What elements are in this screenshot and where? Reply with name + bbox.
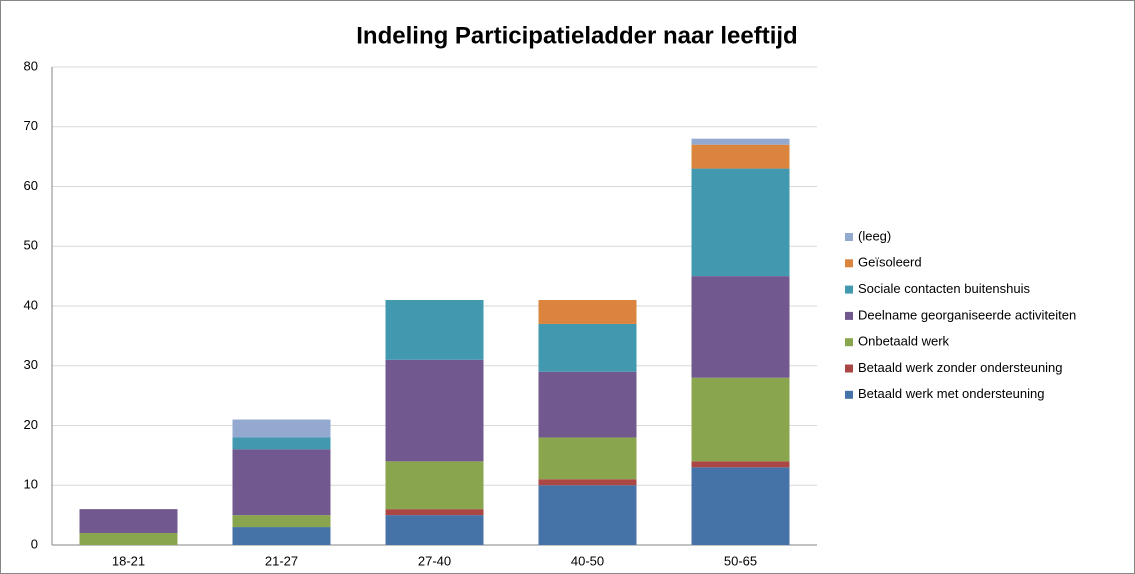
legend-swatch — [845, 285, 853, 294]
legend-swatch — [845, 233, 853, 241]
bar-segment — [538, 437, 637, 480]
bar-segment — [691, 467, 790, 545]
legend-swatch — [845, 338, 853, 347]
y-tick-label: 60 — [24, 178, 38, 193]
x-tick-label: 50-65 — [724, 553, 757, 568]
legend-swatch — [845, 311, 853, 320]
bar-segment — [538, 323, 637, 372]
y-tick-label: 80 — [24, 58, 38, 73]
x-tick-label: 27-40 — [418, 553, 451, 568]
legend-label: Geïsoleerd — [858, 255, 922, 270]
x-tick-label: 18-21 — [112, 553, 145, 568]
bar-segment — [232, 437, 331, 450]
bar-segment — [538, 479, 637, 486]
legend-label: Betaald werk met ondersteuning — [858, 386, 1044, 401]
y-tick-label: 70 — [24, 118, 38, 133]
y-tick-label: 0 — [31, 536, 38, 551]
bar-segment — [385, 515, 484, 545]
bar-segment — [232, 419, 331, 438]
bar-segment — [232, 527, 331, 545]
bar-segment — [691, 144, 790, 169]
bar-segment — [691, 461, 790, 468]
y-tick-label: 20 — [24, 417, 38, 432]
bar-segment — [232, 515, 331, 528]
y-tick-label: 30 — [24, 357, 38, 372]
x-tick-label: 40-50 — [571, 553, 604, 568]
x-tick-label: 21-27 — [265, 553, 298, 568]
bar-segment — [79, 533, 178, 545]
legend-label: Sociale contacten buitenshuis — [858, 281, 1031, 296]
bar-segment — [385, 300, 484, 360]
bar-segment — [691, 138, 790, 145]
legend-swatch — [845, 390, 853, 399]
legend-swatch — [845, 259, 853, 268]
legend-label: (leeg) — [858, 228, 891, 243]
bar-segment — [79, 509, 178, 534]
bar-segment — [691, 377, 790, 462]
y-tick-label: 10 — [24, 477, 38, 492]
bar-segment — [691, 276, 790, 378]
legend-label: Betaald werk zonder ondersteuning — [858, 360, 1063, 375]
bar-segment — [691, 168, 790, 277]
bar-segment — [385, 359, 484, 462]
bar-segment — [385, 509, 484, 516]
y-tick-label: 50 — [24, 238, 38, 253]
chart-title: Indeling Participatieladder naar leeftij… — [356, 22, 797, 49]
y-tick-label: 40 — [24, 297, 38, 312]
bar-segment — [538, 485, 637, 545]
bar-segment — [538, 371, 637, 438]
bar-segment — [538, 300, 637, 324]
bar-segment — [385, 461, 484, 510]
legend-swatch — [845, 364, 853, 373]
legend-label: Deelname georganiseerde activiteiten — [858, 307, 1076, 322]
legend-label: Onbetaald werk — [858, 334, 950, 349]
bar-segment — [232, 449, 331, 516]
